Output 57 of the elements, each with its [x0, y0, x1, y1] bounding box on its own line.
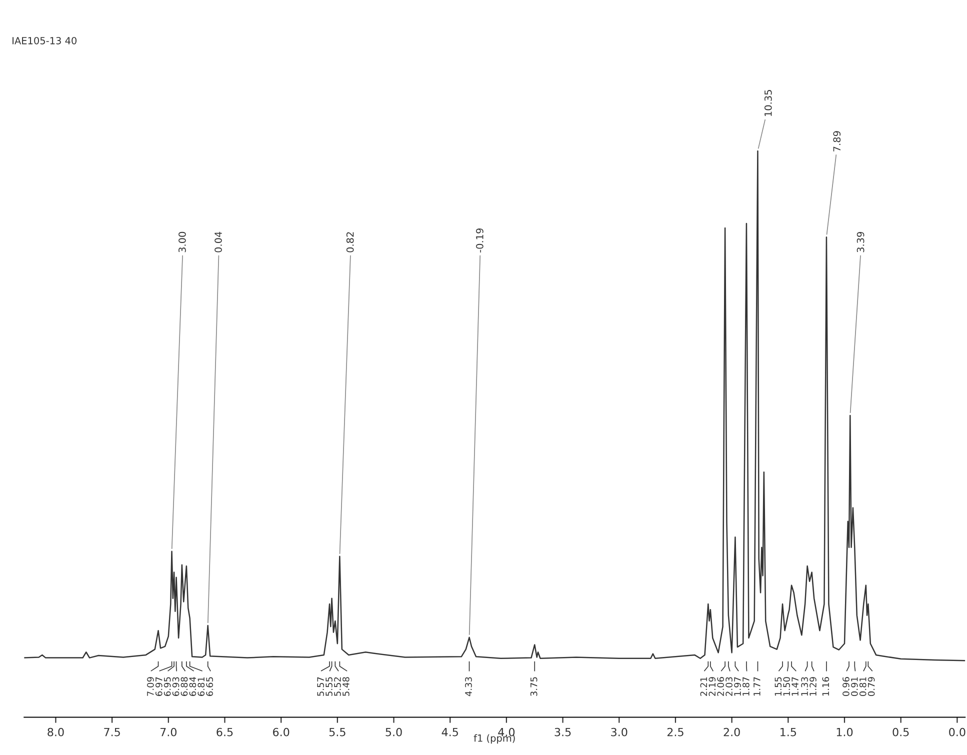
annotation: 1.16	[822, 677, 830, 696]
x-axis-title: f1 (ppm)	[474, 734, 515, 744]
annotation: 4.33	[465, 677, 472, 696]
annotation: 0.79	[868, 677, 875, 696]
annotation: 0.04	[214, 232, 222, 252]
annotation: 6.97	[155, 677, 162, 696]
annotation: 5.48	[342, 677, 350, 696]
x-tick-label: 5.0	[386, 728, 402, 736]
annotation: 1.33	[801, 677, 808, 696]
x-tick-label: 2.5	[667, 728, 684, 736]
annotation: 1.87	[742, 677, 750, 696]
x-tick-label: 4.5	[442, 728, 458, 736]
x-tick-label: 0.0	[949, 728, 966, 736]
annotation: -0.19	[476, 228, 484, 252]
x-tick-label: 2.0	[724, 728, 740, 736]
x-tick-label: 6.0	[273, 728, 290, 736]
x-tick-label: 1.5	[780, 728, 796, 736]
annotation: 2.03	[726, 677, 732, 696]
annotation: 1.50	[783, 677, 790, 696]
x-tick-label: 1.0	[836, 728, 853, 736]
annotation: 3.00	[178, 232, 186, 252]
x-tick-label: 7.0	[160, 728, 177, 736]
annotation: 1.77	[754, 677, 760, 696]
annotation: 3.75	[530, 677, 538, 696]
annotation: 5.52	[334, 677, 341, 696]
x-tick-label: 0.5	[892, 728, 909, 736]
annotation: 0.96	[842, 677, 850, 696]
annotation: 7.89	[833, 131, 841, 152]
annotation: 0.91	[850, 677, 858, 696]
annotation: 7.09	[147, 677, 154, 696]
annotation: 0.82	[346, 232, 354, 252]
annotation: 6.95	[164, 677, 171, 696]
annotation: 1.29	[810, 677, 816, 696]
annotation: 2.21	[700, 677, 707, 696]
x-tick-label: 6.5	[216, 728, 233, 736]
annotation: 5.55	[326, 677, 332, 696]
annotation: 5.57	[317, 677, 324, 696]
x-tick-label: 5.5	[329, 728, 346, 736]
annotation: 6.88	[180, 677, 188, 696]
annotation: 6.84	[189, 676, 196, 696]
annotation: 1.47	[792, 677, 798, 696]
annotation: 2.19	[708, 677, 716, 696]
annotation: 6.65	[206, 677, 213, 696]
annotation: 1.55	[774, 677, 782, 696]
annotation: 1.97	[734, 677, 741, 696]
annotation: 6.81	[198, 677, 205, 696]
annotation: 2.06	[717, 677, 724, 696]
annotation: 0.81	[859, 677, 866, 696]
annotation: 3.39	[856, 232, 864, 252]
x-tick-label: 3.5	[554, 728, 571, 736]
annotation: 6.93	[172, 677, 180, 696]
x-tick-label: 3.0	[611, 728, 628, 736]
chart-title: IAE105-13 40	[12, 36, 77, 44]
x-tick-label: 7.5	[104, 728, 120, 736]
x-tick-label: 8.0	[48, 728, 64, 736]
annotation: 10.35	[764, 90, 772, 116]
x-tick-label: 4.0	[498, 728, 515, 736]
